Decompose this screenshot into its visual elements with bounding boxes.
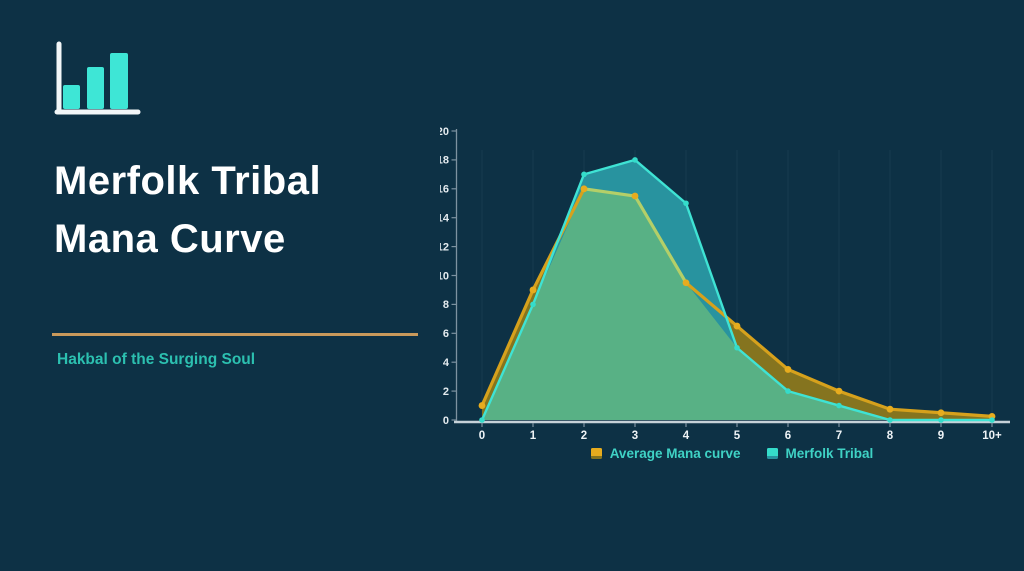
legend-swatch-icon (766, 448, 778, 459)
average-mana-point (631, 192, 639, 200)
merfolk-tribal-point (581, 171, 587, 178)
merfolk-tribal-point (734, 344, 740, 351)
average-mana-point (733, 322, 741, 330)
x-tick-label: 3 (632, 430, 638, 442)
average-mana-point (784, 366, 792, 373)
overlap-area (482, 188, 992, 420)
x-tick-label: 8 (887, 430, 894, 442)
legend-item-merfolk-tribal: Merfolk Tribal (766, 446, 874, 461)
merfolk-tribal-point (989, 417, 995, 423)
mana-curve-chart: 02468101214161820012345678910+ (440, 126, 1010, 442)
average-mana-point (937, 409, 945, 417)
x-tick-label: 4 (683, 430, 690, 442)
average-mana-line-segment (837, 389, 892, 411)
average-mana-line-segment (786, 367, 841, 393)
merfolk-tribal-point (683, 200, 689, 207)
average-mana-point (682, 279, 690, 287)
y-tick-label: 2 (443, 386, 449, 398)
legend-item-average-mana-curve: Average Mana curve (590, 446, 741, 461)
average-mana-point (835, 387, 843, 395)
merfolk-tribal-point (887, 417, 893, 423)
chart-legend: Average Mana curve Merfolk Tribal (440, 446, 1024, 461)
x-tick-label: 7 (836, 430, 842, 442)
average-mana-line-segment (939, 411, 994, 418)
merfolk-tribal-point (632, 157, 638, 163)
average-mana-point (529, 286, 537, 294)
merfolk-tribal-point (785, 388, 791, 394)
bar-chart-logo-icon (54, 41, 141, 115)
legend-swatch-icon (590, 448, 602, 459)
y-tick-label: 6 (443, 328, 449, 340)
y-tick-label: 14 (440, 213, 450, 225)
average-mana-line-segment (480, 288, 535, 408)
legend-label: Average Mana curve (609, 446, 741, 461)
average-mana-point (580, 185, 588, 193)
average-mana-line-segment (582, 187, 637, 198)
y-tick-label: 20 (440, 126, 449, 138)
y-tick-label: 12 (440, 241, 449, 253)
average-mana-point (478, 402, 486, 409)
average-mana-line-segment (633, 194, 688, 285)
average-mana-line-segment (735, 324, 790, 372)
legend-label: Merfolk Tribal (785, 446, 874, 461)
y-tick-label: 18 (440, 155, 449, 167)
average-mana-point (886, 405, 894, 413)
y-tick-label: 10 (440, 270, 449, 282)
x-tick-label: 10+ (982, 430, 1002, 442)
y-tick-label: 16 (440, 184, 449, 196)
x-tick-label: 6 (785, 430, 791, 442)
merfolk-tribal-point (938, 417, 944, 423)
average-mana-line-segment (888, 407, 943, 415)
y-tick-label: 8 (443, 299, 449, 311)
page-title-line1: Merfolk Tribal (54, 159, 322, 203)
merfolk-tribal-point (479, 417, 485, 423)
y-tick-label: 0 (443, 415, 449, 427)
merfolk-tribal-point (530, 301, 536, 308)
title-divider (52, 333, 418, 336)
x-tick-label: 2 (581, 430, 587, 442)
average-mana-line-segment (684, 281, 739, 328)
x-tick-label: 5 (734, 430, 741, 442)
y-tick-label: 4 (443, 357, 450, 369)
subtitle: Hakbal of the Surging Soul (57, 351, 256, 368)
merfolk-tribal-point (836, 402, 842, 409)
page-title-line2: Mana Curve (54, 217, 286, 261)
x-tick-label: 0 (479, 430, 485, 442)
x-tick-label: 1 (530, 430, 537, 442)
x-tick-label: 9 (938, 430, 944, 442)
page-title: Merfolk Tribal Mana Curve (54, 152, 321, 268)
